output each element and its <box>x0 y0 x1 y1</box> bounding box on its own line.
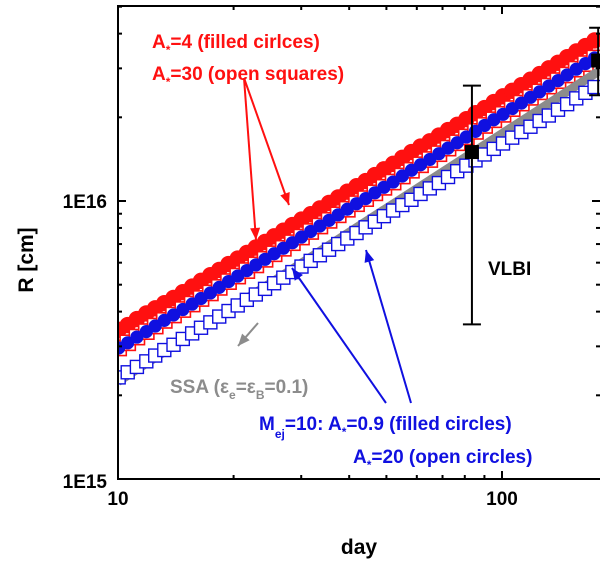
annotation-mej: Mej=10: A*=0.9 (filled circles) <box>259 414 512 441</box>
y-axis-label: R [cm] <box>15 227 38 292</box>
annotation-arrows <box>237 77 412 404</box>
vlbi-label: VLBI <box>488 259 531 280</box>
annotation-ssa: SSA (εe=εB=0.1) <box>170 377 308 402</box>
vlbi-data-point <box>464 145 479 160</box>
annotation-a30: A*=30 (open squares) <box>152 64 344 89</box>
data-point-mej_open <box>587 79 600 95</box>
x-axis-label: day <box>341 536 378 559</box>
arrow-heads <box>238 192 375 346</box>
plot-frame <box>117 5 600 480</box>
x-tick-label: 10 <box>107 489 128 510</box>
arrow-head <box>250 227 261 240</box>
y-tick-label: 1E16 <box>63 192 107 213</box>
vlbi-data-point <box>591 53 600 68</box>
plot-area <box>118 26 600 386</box>
data-point-ast4 <box>586 32 600 49</box>
x-tick-label: 100 <box>486 489 518 510</box>
arrow-head <box>238 333 250 346</box>
arrow-head <box>364 250 375 263</box>
y-tick-label: 1E15 <box>63 472 108 493</box>
axis-ticks <box>117 5 600 480</box>
annotation-a20: A*=20 (open circles) <box>353 447 532 472</box>
arrow-head <box>280 192 290 205</box>
annotation-a4: A*=4 (filled cirlces) <box>152 32 320 57</box>
arrow-head <box>292 268 303 281</box>
